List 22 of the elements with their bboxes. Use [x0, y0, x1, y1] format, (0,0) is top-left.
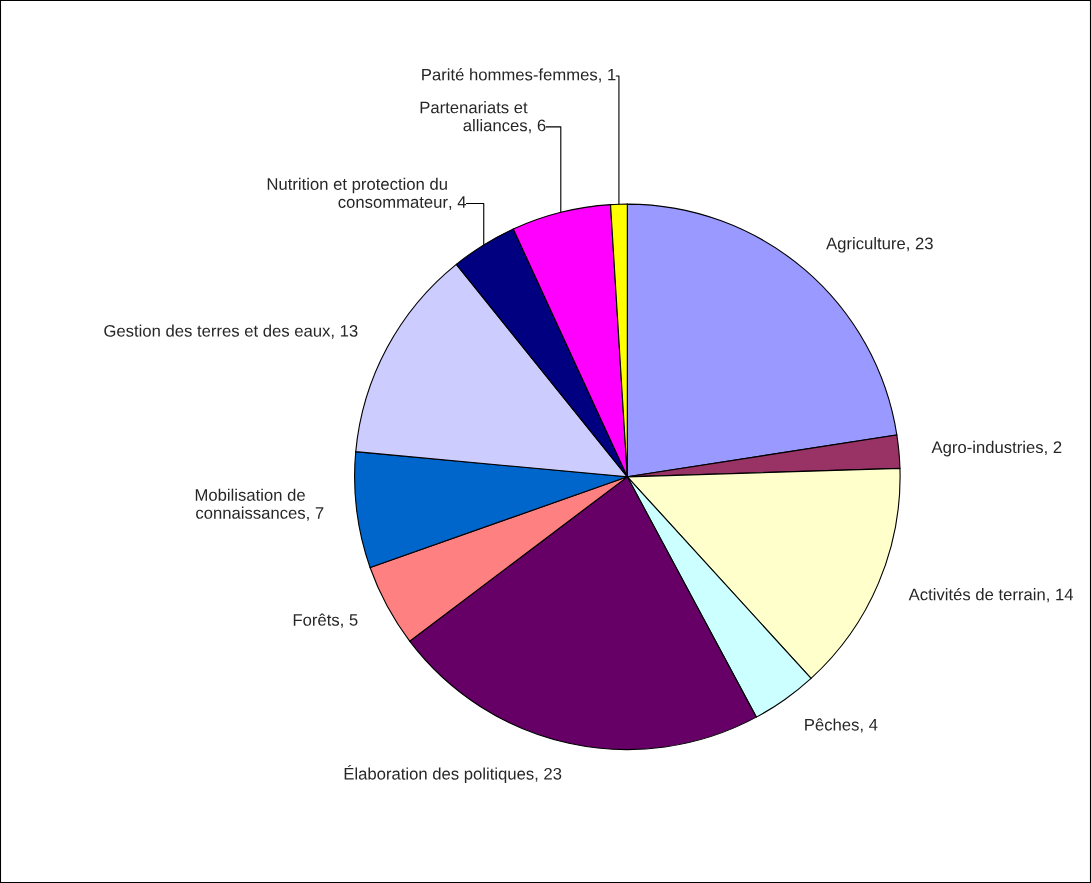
data-label: , 2 [1045, 441, 1062, 456]
slice-label: Agro-industries [931, 440, 1043, 457]
data-label: , 7 [307, 507, 324, 521]
data-label: , 1 [599, 68, 616, 83]
slice-label: Mobilisation de connaissances [195, 488, 306, 519]
slice-label: Élaboration des politiques [344, 765, 534, 783]
slice-label: Nutrition et protection du consommateur [267, 177, 448, 208]
slice-label: Agriculture [826, 237, 905, 253]
data-label: , 14 [1047, 588, 1074, 603]
slice-label: Gestion des terres et des eaux [104, 324, 331, 337]
data-label: , 6 [529, 119, 546, 134]
slice-label: Activités de terrain [908, 587, 1045, 601]
data-label: , 4 [449, 196, 467, 210]
data-label: , 4 [860, 719, 878, 733]
data-label: , 23 [535, 767, 562, 782]
slice-label: Parité hommes-femmes [422, 68, 598, 81]
data-label: , 5 [341, 614, 358, 628]
slice-label: Partenariats et alliances [420, 101, 528, 132]
slice-label: Forêts [293, 613, 340, 626]
data-label: , 13 [331, 324, 358, 339]
data-label: , 23 [907, 237, 933, 252]
slice-label: Pêches [805, 718, 859, 731]
